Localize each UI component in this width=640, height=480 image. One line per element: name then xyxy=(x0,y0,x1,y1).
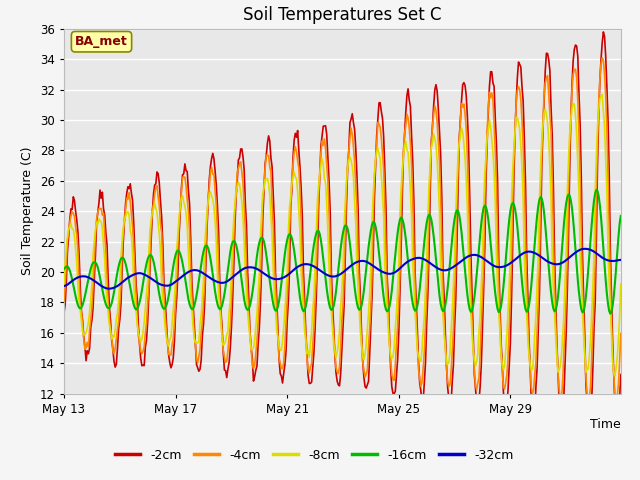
-2cm xyxy=(566,168,573,173)
Line: -32cm: -32cm xyxy=(64,249,621,288)
-8cm xyxy=(469,348,477,353)
-2cm xyxy=(469,334,477,339)
Line: -2cm: -2cm xyxy=(64,32,621,422)
-16cm xyxy=(295,286,303,292)
-32cm xyxy=(106,286,113,291)
-4cm xyxy=(612,402,620,408)
-4cm xyxy=(598,55,606,60)
-16cm xyxy=(399,216,406,222)
-2cm xyxy=(295,147,303,153)
-32cm xyxy=(470,252,478,258)
-4cm xyxy=(295,165,303,171)
-2cm xyxy=(614,420,622,425)
Line: -4cm: -4cm xyxy=(64,58,621,405)
-2cm xyxy=(617,372,625,377)
-32cm xyxy=(373,265,381,271)
-16cm xyxy=(234,247,241,252)
-4cm xyxy=(469,344,477,350)
-16cm xyxy=(469,303,477,309)
-4cm xyxy=(617,331,625,336)
-8cm xyxy=(617,281,625,287)
-32cm xyxy=(296,263,304,268)
-16cm xyxy=(566,192,573,198)
-8cm xyxy=(598,92,606,97)
Line: -8cm: -8cm xyxy=(64,95,621,376)
Legend: -2cm, -4cm, -8cm, -16cm, -32cm: -2cm, -4cm, -8cm, -16cm, -32cm xyxy=(110,444,519,467)
-16cm xyxy=(60,266,68,272)
-16cm xyxy=(617,213,625,219)
-8cm xyxy=(399,168,406,174)
-32cm xyxy=(399,262,407,268)
-2cm xyxy=(372,164,380,169)
-4cm xyxy=(234,169,241,175)
-32cm xyxy=(234,269,242,275)
-16cm xyxy=(372,224,380,229)
-8cm xyxy=(60,283,68,289)
-4cm xyxy=(399,176,406,182)
-2cm xyxy=(60,310,68,316)
-32cm xyxy=(581,246,589,252)
Y-axis label: Soil Temperature (C): Soil Temperature (C) xyxy=(21,147,35,276)
-4cm xyxy=(372,157,380,163)
Text: BA_met: BA_met xyxy=(75,35,128,48)
-32cm xyxy=(567,253,575,259)
-8cm xyxy=(566,131,573,137)
Title: Soil Temperatures Set C: Soil Temperatures Set C xyxy=(243,6,442,24)
-4cm xyxy=(566,143,573,149)
-2cm xyxy=(399,193,406,199)
-8cm xyxy=(611,373,619,379)
-2cm xyxy=(234,178,241,184)
-32cm xyxy=(60,283,68,289)
-8cm xyxy=(234,185,241,191)
-16cm xyxy=(607,311,614,316)
-8cm xyxy=(372,157,380,163)
-16cm xyxy=(593,187,600,192)
-8cm xyxy=(295,206,303,212)
Line: -16cm: -16cm xyxy=(64,190,621,313)
X-axis label: Time: Time xyxy=(590,419,621,432)
-4cm xyxy=(60,299,68,304)
-2cm xyxy=(600,29,607,35)
-32cm xyxy=(617,257,625,263)
